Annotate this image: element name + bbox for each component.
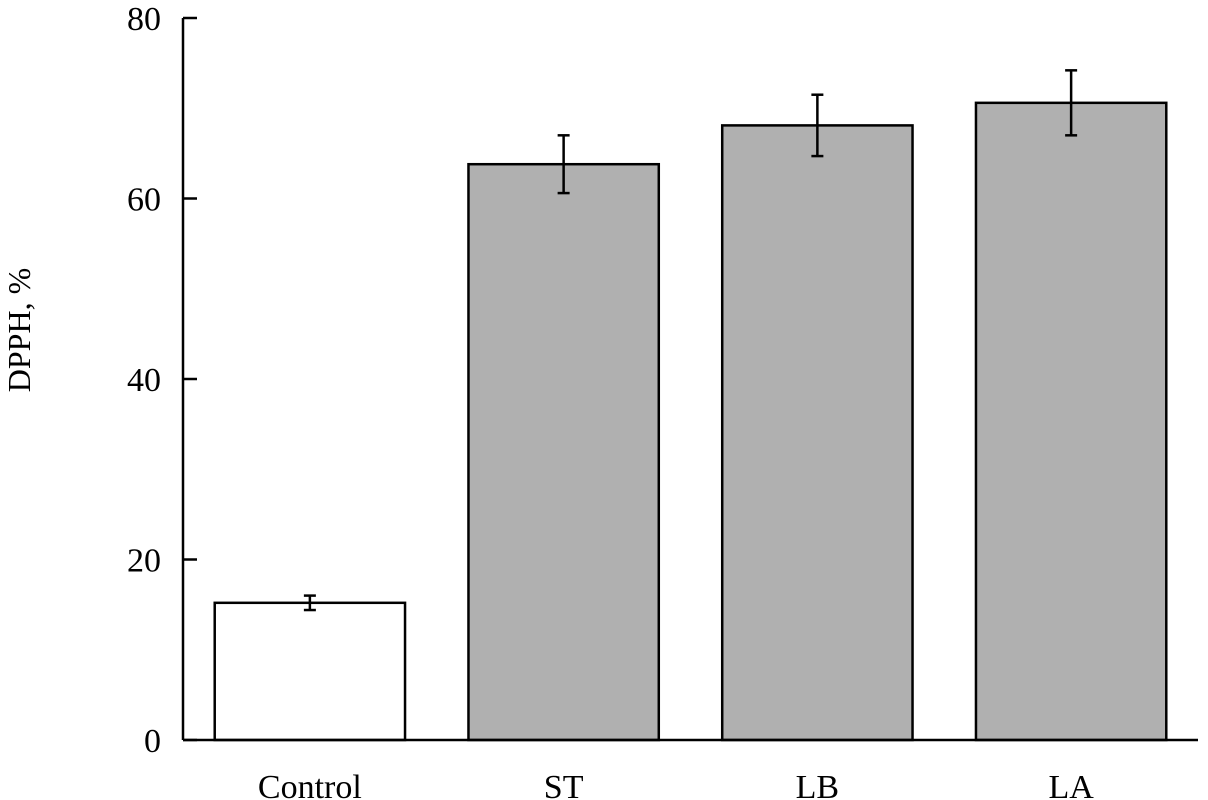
y-axis: 0 20 40 60 80 (127, 1, 197, 760)
y-axis-title: DPPH, % (1, 268, 37, 392)
error-bars-group (303, 69, 1078, 612)
error-bar-control (303, 594, 316, 612)
error-bar-lb (811, 93, 824, 158)
error-bar-st (557, 134, 570, 195)
y-tick-label-60: 60 (127, 182, 161, 219)
bar-la (974, 101, 1168, 742)
x-tick-label-la: LA (1048, 769, 1094, 800)
bar-st (467, 162, 661, 742)
x-tick-label-control: Control (258, 769, 362, 800)
y-tick-label-40: 40 (127, 362, 161, 399)
error-bar-la (1065, 69, 1078, 137)
x-tick-label-lb: LB (796, 769, 839, 800)
bar-lb (720, 124, 914, 742)
y-tick-label-20: 20 (127, 543, 161, 580)
x-tick-label-st: ST (544, 769, 584, 800)
bars-group (213, 101, 1168, 742)
y-tick-label-80: 80 (127, 1, 161, 38)
bar-control (213, 601, 407, 742)
x-axis: Control ST LB LA (183, 738, 1198, 800)
y-tick-label-0: 0 (144, 723, 161, 760)
